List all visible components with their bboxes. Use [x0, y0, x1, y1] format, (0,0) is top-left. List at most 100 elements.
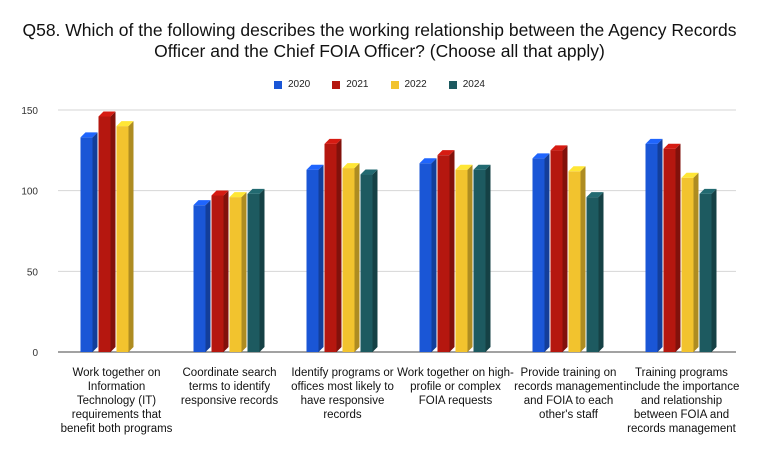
bar-front [681, 177, 694, 352]
bar-top [419, 158, 437, 164]
bar-front [247, 193, 260, 352]
bar-2022-cat-2 [229, 192, 247, 352]
bar-top [193, 200, 211, 206]
bar-side [485, 164, 491, 352]
bar-2022-cat-6 [681, 172, 699, 352]
bar-front [98, 116, 111, 352]
bar-top [229, 192, 247, 198]
bar-side [562, 145, 568, 352]
y-tick-label: 100 [21, 187, 38, 198]
bar-top [699, 188, 717, 194]
bar-side [449, 150, 455, 352]
bar-front [211, 195, 224, 352]
legend: 2020 2021 2022 2024 [0, 79, 759, 90]
legend-label-2022: 2022 [404, 79, 427, 90]
bar-top [437, 150, 455, 156]
bar-side [431, 158, 437, 352]
y-tick-label: 0 [32, 348, 38, 359]
bar-top [211, 190, 229, 196]
bar-2021-cat-3 [324, 138, 342, 352]
bar-top [116, 121, 134, 127]
bar-side [259, 188, 265, 352]
bar-front [437, 155, 450, 352]
bar-front [229, 197, 242, 352]
bar-2020-cat-2 [193, 200, 211, 352]
bar-side [92, 132, 98, 352]
x-tick-label-6: Training programs include the importance… [623, 367, 740, 435]
bar-front [80, 137, 93, 352]
bar-top [550, 145, 568, 151]
bar-front [663, 148, 676, 352]
bar-side [580, 166, 586, 352]
bar-front [455, 169, 468, 352]
x-tick-label-2: Coordinate search terms to identify resp… [180, 367, 279, 407]
bar-2021-cat-2 [211, 190, 229, 352]
legend-item-2024: 2024 [448, 79, 485, 90]
bar-front [473, 169, 486, 352]
bar-2020-cat-1 [80, 132, 98, 352]
bar-2021-cat-4 [437, 150, 455, 352]
bar-front [586, 197, 599, 352]
bar-top [247, 188, 265, 194]
bar-2024-cat-6 [699, 188, 717, 352]
bar-top [681, 172, 699, 178]
bar-2020-cat-3 [306, 164, 324, 352]
bar-2021-cat-5 [550, 145, 568, 352]
bar-front [532, 158, 545, 352]
bar-top [80, 132, 98, 138]
bar-front [568, 171, 581, 352]
y-tick-label: 50 [27, 267, 39, 278]
bar-front [116, 126, 129, 352]
chart-title-line-1: Q58. Which of the following describes th… [22, 20, 737, 40]
legend-swatch-2020 [274, 80, 282, 89]
bar-side [711, 188, 717, 352]
bar-2021-cat-6 [663, 143, 681, 352]
bar-top [568, 166, 586, 172]
x-tick-label-3: Identify programs or offices most likely… [291, 367, 394, 421]
bar-top [342, 163, 360, 169]
bar-front [699, 193, 712, 352]
bar-2020-cat-4 [419, 158, 437, 352]
bar-side [205, 200, 211, 352]
bar-side [223, 190, 229, 352]
bar-front [419, 163, 432, 352]
bar-front [360, 174, 373, 352]
bar-top [473, 164, 491, 170]
legend-item-2021: 2021 [332, 79, 369, 90]
legend-item-2022: 2022 [390, 79, 427, 90]
bar-top [324, 138, 342, 144]
legend-label-2024: 2024 [462, 79, 485, 90]
legend-swatch-2024 [448, 80, 457, 89]
y-tick-label: 150 [21, 106, 38, 117]
bar-2020-cat-6 [645, 138, 663, 352]
bar-side [318, 164, 324, 352]
bar-top [306, 164, 324, 170]
legend-swatch-2021 [332, 80, 341, 89]
legend-label-2021: 2021 [346, 79, 369, 90]
bar-side [110, 111, 116, 352]
bar-side [693, 172, 699, 352]
legend-label-2020: 2020 [288, 79, 311, 90]
x-tick-label-5: Provide training on records management a… [514, 367, 623, 421]
bar-side [544, 153, 550, 352]
bar-top [455, 164, 473, 170]
bar-2024-cat-3 [360, 169, 378, 352]
bar-side [467, 164, 473, 352]
x-tick-label-1: Work together on Information Technology … [60, 367, 173, 435]
bar-top [586, 192, 604, 198]
bar-2024-cat-4 [473, 164, 491, 352]
bar-side [128, 121, 134, 352]
legend-item-2020: 2020 [274, 79, 310, 90]
bar-2021-cat-1 [98, 111, 116, 352]
bar-side [675, 143, 681, 352]
legend-swatch-2022 [390, 80, 399, 89]
bar-2022-cat-1 [116, 121, 134, 352]
bar-top [360, 169, 378, 175]
bar-2020-cat-5 [532, 153, 550, 352]
bar-side [598, 192, 604, 352]
bar-front [324, 143, 337, 352]
bar-top [532, 153, 550, 159]
chart-title-line-2: Officer and the Chief FOIA Officer? (Cho… [154, 41, 605, 61]
bar-front [306, 169, 319, 352]
